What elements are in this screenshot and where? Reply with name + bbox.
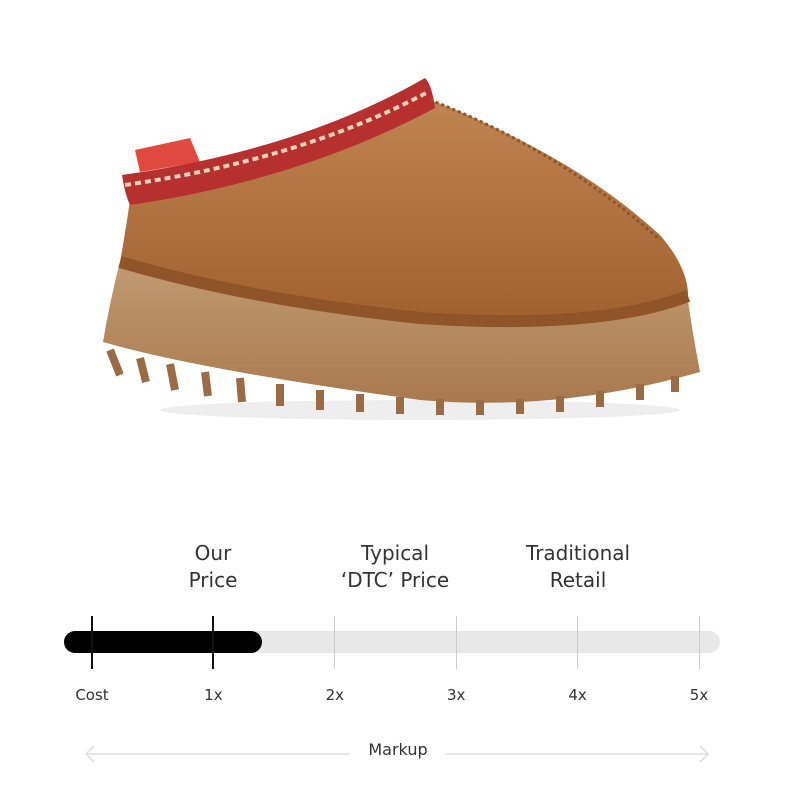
header-line: Retail (549, 568, 607, 592)
tick-label: 3x (446, 686, 466, 704)
our-price-fill (64, 631, 262, 653)
header-line: Price (188, 568, 238, 592)
header-typical-dtc-price: Typical ‘DTC’ Price (295, 540, 495, 594)
tick-label: 4x (568, 686, 587, 704)
header-line: Typical (361, 541, 429, 565)
tick-mark (91, 616, 93, 669)
header-line: Traditional (525, 541, 631, 565)
heel-tab (135, 138, 200, 172)
tick-mark (698, 616, 700, 669)
tick-label: 1x (204, 686, 223, 704)
product-image-slipper (103, 78, 700, 420)
tick-label: 2x (325, 686, 344, 704)
header-our-price: Our Price (113, 540, 313, 594)
embroidered-collar (122, 78, 435, 205)
header-line: ‘DTC’ Price (340, 568, 450, 592)
markup-track (64, 631, 720, 653)
tick-mark (334, 616, 336, 669)
tick-mark (455, 616, 457, 669)
tick-label: 5x (689, 686, 709, 704)
header-line: Our (194, 541, 232, 565)
tick-mark (212, 616, 215, 669)
tick-label: Cost (75, 686, 109, 704)
axis-label: Markup (350, 740, 446, 759)
tick-mark (577, 616, 579, 669)
header-traditional-retail: Traditional Retail (478, 540, 678, 594)
